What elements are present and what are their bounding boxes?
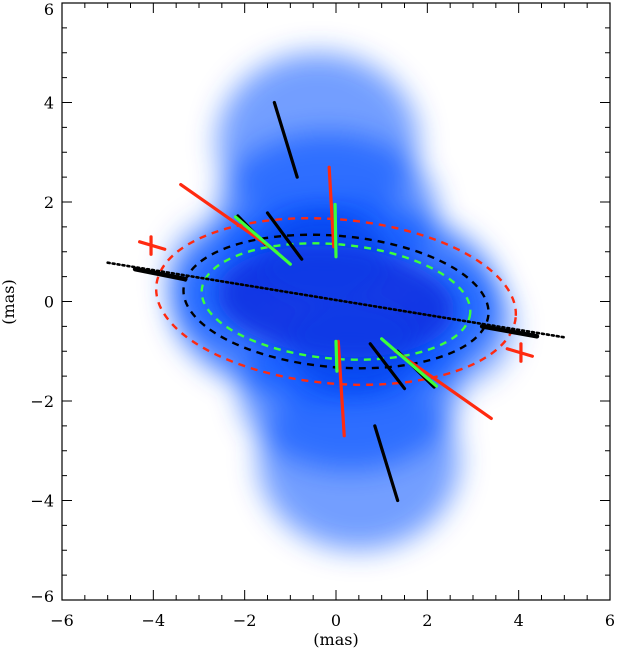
y-tick-label: 0 — [44, 293, 54, 312]
green-segment — [380, 337, 439, 388]
green-dashed-ellipse — [200, 242, 472, 361]
green-segment — [333, 202, 338, 259]
y-tick-label: −6 — [30, 587, 54, 606]
fitted-ellipses — [154, 217, 518, 386]
y-tick-label: 6 — [44, 0, 54, 19]
black-segment — [272, 100, 299, 179]
black-segment — [368, 342, 407, 391]
y-tick-label: −4 — [30, 492, 54, 511]
major-axis-dotted-line — [106, 261, 566, 339]
nebula-core-lower — [290, 301, 419, 392]
y-tick-label: −2 — [30, 392, 54, 411]
y-axis-ticks: −6 −4 −2 0 2 4 6 — [30, 0, 610, 606]
black-segment — [373, 424, 400, 503]
x-tick-label: −6 — [50, 611, 74, 630]
red-dashed-ellipse — [154, 217, 518, 386]
x-tick-label: 4 — [514, 611, 524, 630]
vector-segments — [132, 100, 540, 503]
y-tick-label: 4 — [44, 94, 54, 113]
y-tick-label: 2 — [44, 193, 54, 212]
black-dashed-ellipse — [182, 233, 490, 370]
x-axis-ticks: −6 −4 −2 0 2 4 6 — [50, 3, 615, 630]
red-segment — [327, 165, 336, 249]
black-thick-segment — [132, 266, 188, 282]
black-thick-segment — [479, 324, 540, 339]
black-segment — [265, 211, 304, 261]
y-axis-label: (mas) — [0, 279, 18, 324]
x-tick-label: −2 — [233, 611, 257, 630]
red-segment — [336, 339, 346, 438]
green-segment — [233, 215, 292, 266]
x-axis-label: (mas) — [313, 630, 358, 649]
x-tick-label: 6 — [605, 611, 615, 630]
x-tick-label: 0 — [331, 611, 341, 630]
major-axis-line — [106, 261, 566, 339]
green-segment — [334, 339, 339, 373]
x-tick-label: −4 — [142, 611, 166, 630]
x-tick-label: 2 — [422, 611, 432, 630]
